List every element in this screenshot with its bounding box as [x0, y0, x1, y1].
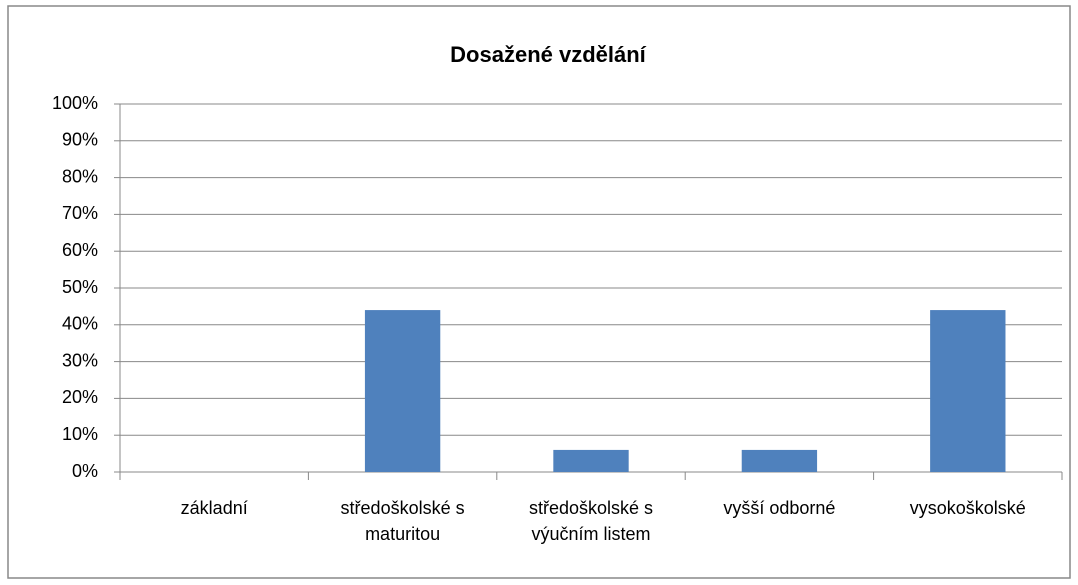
y-tick-label: 80% — [62, 166, 98, 186]
y-tick-label: 0% — [72, 461, 98, 481]
y-tick-label: 70% — [62, 203, 98, 223]
y-tick-label: 50% — [62, 277, 98, 297]
bar — [364, 310, 441, 472]
chart-border — [7, 5, 1071, 579]
bar — [741, 449, 818, 472]
x-tick-label: základní — [180, 498, 248, 518]
y-tick-label: 40% — [62, 314, 98, 334]
bar — [930, 310, 1006, 472]
y-tick-label: 10% — [62, 424, 98, 444]
chart-title: Dosažené vzdělání — [450, 42, 647, 67]
y-tick-label: 30% — [62, 350, 98, 370]
y-tick-label: 100% — [52, 93, 98, 113]
bar — [553, 449, 629, 472]
y-tick-label: 90% — [62, 130, 98, 150]
x-tick-label: vyšší odborné — [723, 498, 836, 518]
y-tick-label: 60% — [62, 240, 98, 260]
x-tick-label: vysokoškolské — [909, 498, 1026, 518]
x-tick-label: středoškolské s výučním listem — [528, 498, 654, 544]
x-tick-label: středoškolské s maturitou — [340, 498, 465, 544]
y-tick-label: 20% — [62, 387, 98, 407]
